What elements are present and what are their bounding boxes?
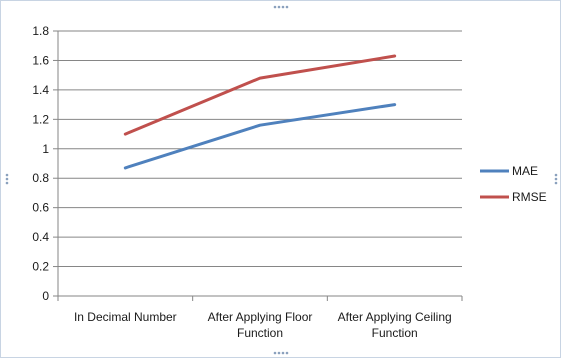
- x-tick-label-line: In Decimal Number: [74, 310, 177, 324]
- x-tick-label-line: Function: [372, 326, 418, 340]
- resize-handle-bottom[interactable]: [274, 352, 289, 355]
- gridlines: [58, 31, 462, 267]
- legend: MAE RMSE: [480, 164, 547, 204]
- x-tick-label-line: After Applying Floor: [208, 310, 313, 324]
- x-tick-label-line: Function: [237, 326, 283, 340]
- y-tick-label: 1.8: [32, 24, 49, 38]
- y-tick-label: 0.4: [32, 230, 49, 244]
- y-tick-label: 0.8: [32, 171, 49, 185]
- x-tick-label: After Applying Floor Function: [208, 310, 313, 340]
- y-tick-label: 1: [42, 142, 49, 156]
- x-axis-ticks: In Decimal Number After Applying Floor Fun…: [58, 296, 462, 340]
- series-line-mae: [125, 105, 394, 168]
- y-tick-label: 1.6: [32, 53, 49, 67]
- legend-item-rmse: RMSE: [480, 190, 547, 204]
- series-lines: [125, 56, 394, 168]
- resize-handle-top[interactable]: [274, 6, 289, 9]
- resize-handle-right[interactable]: [555, 174, 558, 185]
- y-axis-ticks: 0 0.2 0.4 0.6 0.8 1 1.2 1.4 1.6 1.8: [32, 24, 58, 303]
- legend-label: MAE: [512, 164, 538, 178]
- x-tick-label: In Decimal Number: [74, 310, 177, 324]
- resize-handle-left[interactable]: [6, 174, 9, 185]
- y-tick-label: 1.2: [32, 112, 49, 126]
- y-tick-label: 0.2: [32, 260, 49, 274]
- x-tick-label-line: After Applying Ceiling: [338, 310, 452, 324]
- y-tick-label: 0.6: [32, 201, 49, 215]
- y-tick-label: 1.4: [32, 83, 49, 97]
- legend-label: RMSE: [512, 190, 547, 204]
- series-line-rmse: [125, 56, 394, 134]
- y-tick-label: 0: [42, 289, 49, 303]
- x-tick-label: After Applying Ceiling Function: [338, 310, 452, 340]
- legend-item-mae: MAE: [480, 164, 538, 178]
